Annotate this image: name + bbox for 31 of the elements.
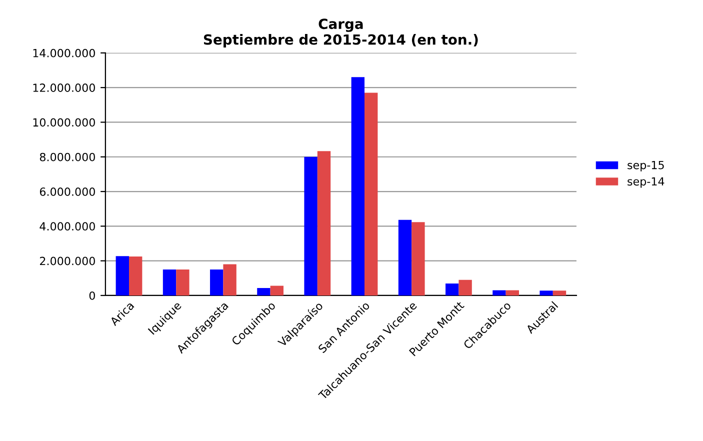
- bar: [176, 269, 190, 296]
- y-tick-label: 2.000.000: [40, 256, 95, 266]
- bar: [412, 222, 425, 296]
- bar: [223, 264, 236, 296]
- y-tick-label: 4.000.000: [40, 222, 95, 231]
- bar: [552, 290, 566, 296]
- bar: [458, 280, 472, 296]
- bar: [492, 290, 506, 296]
- bar: [506, 290, 519, 296]
- bar: [351, 77, 365, 296]
- bar: [129, 256, 142, 296]
- y-tick-label: 0: [89, 291, 95, 300]
- bar: [270, 286, 284, 296]
- y-tick-label: 8.000.000: [40, 152, 95, 162]
- bar: [364, 92, 378, 296]
- bar: [210, 269, 224, 296]
- chart-title: Carga Septiembre de 2015-2014 (en ton.): [204, 18, 478, 48]
- bar: [304, 156, 318, 296]
- bar: [257, 288, 270, 296]
- y-tick-label: 10.000.000: [33, 118, 95, 127]
- y-tick-label: 12.000.000: [33, 84, 95, 92]
- bar: [116, 256, 129, 296]
- legend-label: sep-15: [628, 161, 664, 172]
- bar: [540, 290, 553, 296]
- y-tick-label: 14.000.000: [33, 48, 95, 58]
- bar: [398, 220, 412, 296]
- y-tick-label: 6.000.000: [40, 187, 95, 196]
- bar: [446, 284, 459, 296]
- bar: [162, 269, 176, 296]
- bar: [317, 151, 331, 296]
- legend-label: sep-14: [628, 177, 664, 188]
